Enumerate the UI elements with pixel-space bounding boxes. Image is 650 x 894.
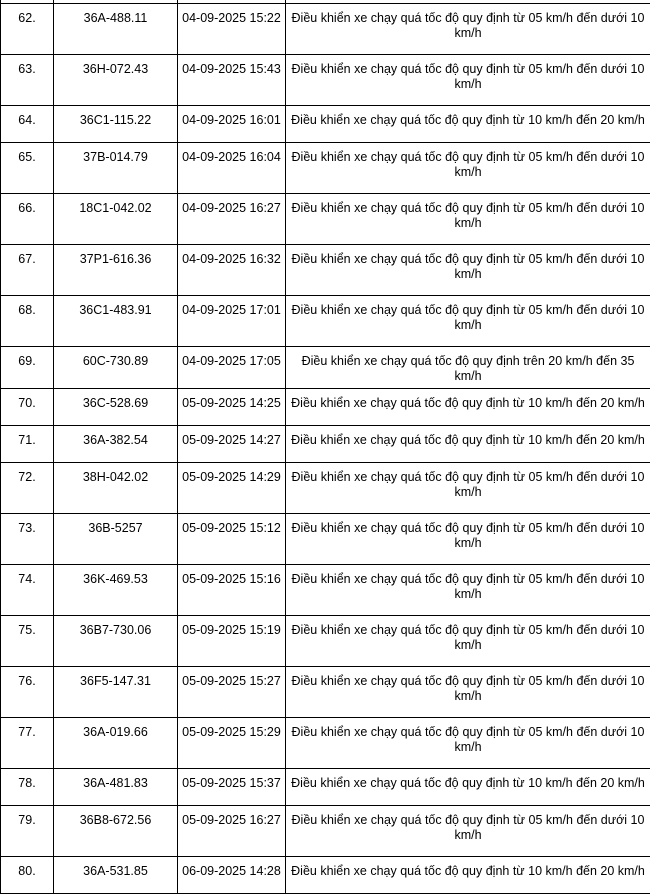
table-row: 76. 36F5-147.31 05-09-2025 15:27 Điều kh… <box>1 667 650 718</box>
violation-description-cell: Điều khiển xe chạy quá tốc độ quy định t… <box>286 55 650 106</box>
license-plate-cell: 36B-5257 <box>54 514 178 565</box>
license-plate-cell: 36B8-672.56 <box>54 806 178 857</box>
table-row: 68. 36C1-483.91 04-09-2025 17:01 Điều kh… <box>1 296 650 347</box>
license-plate-cell: 36C1-483.91 <box>54 296 178 347</box>
license-plate-cell: 36A-488.11 <box>54 4 178 55</box>
violation-datetime-cell: 05-09-2025 14:25 <box>178 389 286 426</box>
row-index-cell: 64. <box>1 106 54 143</box>
table-row: 70. 36C-528.69 05-09-2025 14:25 Điều khi… <box>1 389 650 426</box>
violation-description-cell: Điều khiển xe chạy quá tốc độ quy định t… <box>286 347 650 389</box>
row-index-cell: 69. <box>1 347 54 389</box>
license-plate-cell: 36C-528.69 <box>54 389 178 426</box>
violation-description-cell: Điều khiển xe chạy quá tốc độ quy định t… <box>286 106 650 143</box>
violation-datetime-cell: 05-09-2025 15:37 <box>178 769 286 806</box>
violation-datetime-cell: 05-09-2025 15:29 <box>178 718 286 769</box>
license-plate-cell: 36B7-730.06 <box>54 616 178 667</box>
violation-description-cell: Điều khiển xe chạy quá tốc độ quy định t… <box>286 667 650 718</box>
violation-description-cell: Điều khiển xe chạy quá tốc độ quy định t… <box>286 565 650 616</box>
violation-datetime-cell: 04-09-2025 15:43 <box>178 55 286 106</box>
license-plate-cell: 36K-469.53 <box>54 565 178 616</box>
license-plate-cell: 60C-730.89 <box>54 347 178 389</box>
violation-description-cell: Điều khiển xe chạy quá tốc độ quy định t… <box>286 389 650 426</box>
violation-description-cell: Điều khiển xe chạy quá tốc độ quy định t… <box>286 857 650 894</box>
row-index-cell: 65. <box>1 143 54 194</box>
violation-datetime-cell: 04-09-2025 17:05 <box>178 347 286 389</box>
row-index-cell: 68. <box>1 296 54 347</box>
violation-description-cell: Điều khiển xe chạy quá tốc độ quy định t… <box>286 194 650 245</box>
violation-datetime-cell: 05-09-2025 15:27 <box>178 667 286 718</box>
violation-description-cell: Điều khiển xe chạy quá tốc độ quy định t… <box>286 296 650 347</box>
table-row: 65. 37B-014.79 04-09-2025 16:04 Điều khi… <box>1 143 650 194</box>
table-row: 62. 36A-488.11 04-09-2025 15:22 Điều khi… <box>1 4 650 55</box>
license-plate-cell: 36A-531.85 <box>54 857 178 894</box>
row-index-cell: 78. <box>1 769 54 806</box>
license-plate-cell: 37B-014.79 <box>54 143 178 194</box>
violation-description-cell: Điều khiển xe chạy quá tốc độ quy định t… <box>286 769 650 806</box>
table-row: 66. 18C1-042.02 04-09-2025 16:27 Điều kh… <box>1 194 650 245</box>
violation-datetime-cell: 05-09-2025 15:16 <box>178 565 286 616</box>
row-index-cell: 79. <box>1 806 54 857</box>
row-index-cell: 77. <box>1 718 54 769</box>
violation-datetime-cell: 04-09-2025 16:27 <box>178 194 286 245</box>
table-row: 64. 36C1-115.22 04-09-2025 16:01 Điều kh… <box>1 106 650 143</box>
row-index-cell: 76. <box>1 667 54 718</box>
violation-description-cell: Điều khiển xe chạy quá tốc độ quy định t… <box>286 718 650 769</box>
violation-description-cell: Điều khiển xe chạy quá tốc độ quy định t… <box>286 514 650 565</box>
table-row: 75. 36B7-730.06 05-09-2025 15:19 Điều kh… <box>1 616 650 667</box>
table-row: 78. 36A-481.83 05-09-2025 15:37 Điều khi… <box>1 769 650 806</box>
violation-datetime-cell: 04-09-2025 15:22 <box>178 4 286 55</box>
violation-datetime-cell: 05-09-2025 14:29 <box>178 463 286 514</box>
row-index-cell: 67. <box>1 245 54 296</box>
violation-datetime-cell: 04-09-2025 17:01 <box>178 296 286 347</box>
license-plate-cell: 36H-072.43 <box>54 55 178 106</box>
table-row: 74. 36K-469.53 05-09-2025 15:16 Điều khi… <box>1 565 650 616</box>
violation-description-cell: Điều khiển xe chạy quá tốc độ quy định t… <box>286 245 650 296</box>
table-row: 67. 37P1-616.36 04-09-2025 16:32 Điều kh… <box>1 245 650 296</box>
violation-description-cell: Điều khiển xe chạy quá tốc độ quy định t… <box>286 616 650 667</box>
row-index-cell: 72. <box>1 463 54 514</box>
license-plate-cell: 18C1-042.02 <box>54 194 178 245</box>
violation-datetime-cell: 04-09-2025 16:01 <box>178 106 286 143</box>
license-plate-cell: 36C1-115.22 <box>54 106 178 143</box>
row-index-cell: 80. <box>1 857 54 894</box>
page: { "colors": { "background": "#ffffff", "… <box>0 0 650 847</box>
row-index-cell: 73. <box>1 514 54 565</box>
row-index-cell: 66. <box>1 194 54 245</box>
violation-datetime-cell: 05-09-2025 16:27 <box>178 806 286 857</box>
row-index-cell: 63. <box>1 55 54 106</box>
table-row: 71. 36A-382.54 05-09-2025 14:27 Điều khi… <box>1 426 650 463</box>
row-index-cell: 75. <box>1 616 54 667</box>
violation-datetime-cell: 05-09-2025 15:19 <box>178 616 286 667</box>
license-plate-cell: 36F5-147.31 <box>54 667 178 718</box>
violation-datetime-cell: 05-09-2025 15:12 <box>178 514 286 565</box>
table-row: 63. 36H-072.43 04-09-2025 15:43 Điều khi… <box>1 55 650 106</box>
violation-datetime-cell: 04-09-2025 16:32 <box>178 245 286 296</box>
row-index-cell: 71. <box>1 426 54 463</box>
row-index-cell: 70. <box>1 389 54 426</box>
table-row: 73. 36B-5257 05-09-2025 15:12 Điều khiển… <box>1 514 650 565</box>
table-row: 69. 60C-730.89 04-09-2025 17:05 Điều khi… <box>1 347 650 389</box>
violation-description-cell: Điều khiển xe chạy quá tốc độ quy định t… <box>286 426 650 463</box>
license-plate-cell: 36A-019.66 <box>54 718 178 769</box>
violation-datetime-cell: 06-09-2025 14:28 <box>178 857 286 894</box>
table-row: 72. 38H-042.02 05-09-2025 14:29 Điều khi… <box>1 463 650 514</box>
violation-description-cell: Điều khiển xe chạy quá tốc độ quy định t… <box>286 143 650 194</box>
license-plate-cell: 36A-382.54 <box>54 426 178 463</box>
violation-datetime-cell: 05-09-2025 14:27 <box>178 426 286 463</box>
license-plate-cell: 38H-042.02 <box>54 463 178 514</box>
table-row: 79. 36B8-672.56 05-09-2025 16:27 Điều kh… <box>1 806 650 857</box>
violation-description-cell: Điều khiển xe chạy quá tốc độ quy định t… <box>286 806 650 857</box>
table-row: 80. 36A-531.85 06-09-2025 14:28 Điều khi… <box>1 857 650 894</box>
table-row: 77. 36A-019.66 05-09-2025 15:29 Điều khi… <box>1 718 650 769</box>
violation-datetime-cell: 04-09-2025 16:04 <box>178 143 286 194</box>
row-index-cell: 74. <box>1 565 54 616</box>
license-plate-cell: 37P1-616.36 <box>54 245 178 296</box>
violation-description-cell: Điều khiển xe chạy quá tốc độ quy định t… <box>286 4 650 55</box>
violation-description-cell: Điều khiển xe chạy quá tốc độ quy định t… <box>286 463 650 514</box>
row-index-cell: 62. <box>1 4 54 55</box>
license-plate-cell: 36A-481.83 <box>54 769 178 806</box>
